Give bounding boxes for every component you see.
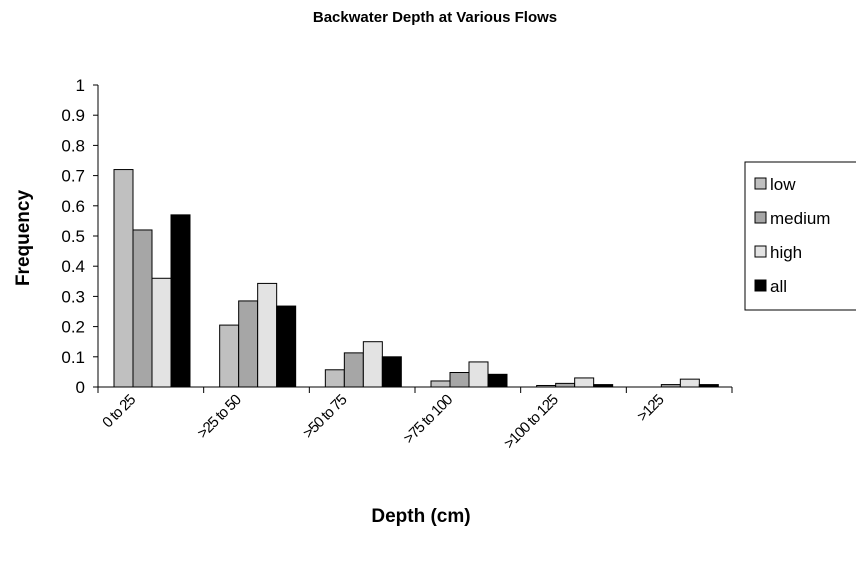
bar-low-2 [324,369,345,388]
bar-high-0 [151,277,172,388]
y-tick-label: 1 [76,76,85,95]
bar-all-3 [487,373,508,388]
bar-medium-4 [555,382,576,388]
x-axis-title: Depth (cm) [371,506,470,527]
x-tick-label: >25 to 50 [194,391,245,442]
y-tick-label: 0 [76,378,85,397]
bar-medium-1 [238,300,259,388]
legend: low medium high all [744,161,856,311]
bar-high-5 [679,378,700,388]
bar-all-2 [381,356,402,388]
y-axis-title: Frequency [13,190,34,287]
y-tick-label: 0.3 [61,287,85,306]
x-tick-label: >50 to 75 [300,391,351,442]
bar-medium-0 [132,229,153,388]
legend-label-medium: medium [770,209,830,228]
chart-title: Backwater Depth at Various Flows [313,9,557,26]
bar-high-3 [468,361,489,388]
legend-swatch-low [754,177,767,190]
x-tick-label: 0 to 25 [99,391,139,431]
legend-label-all: all [770,277,787,296]
y-tick-label: 0.1 [61,348,85,367]
bar-high-4 [574,377,595,388]
bar-low-0 [113,169,134,388]
y-tick-label: 0.9 [61,106,85,125]
bar-high-2 [362,341,383,388]
y-tick-label: 0.2 [61,318,85,337]
y-tick-label: 0.8 [61,136,85,155]
bar-medium-2 [343,352,364,388]
y-tick-label: 0.5 [61,227,85,246]
bar-all-0 [170,214,191,388]
x-tick-label: >125 [634,391,668,425]
bar-medium-3 [449,372,470,388]
bar-high-1 [257,282,278,388]
legend-label-high: high [770,243,802,262]
plot-area: 0 0.1 0.2 0.3 0.4 0.5 0.6 0.7 0.8 0.9 1 0 to 25 >25 … [61,76,733,452]
legend-swatch-medium [754,211,767,224]
legend-swatch-high [754,245,767,258]
bar-low-1 [219,324,240,388]
y-tick-label: 0.6 [61,197,85,216]
y-tick-label: 0.7 [61,167,85,186]
legend-label-low: low [770,175,796,194]
bar-all-1 [276,305,297,388]
x-tick-label: >100 to 125 [501,391,562,452]
x-tick-label: >75 to 100 [400,391,456,447]
y-tick-label: 0.4 [61,257,85,276]
legend-swatch-all [754,279,767,292]
bar-low-3 [430,380,451,388]
